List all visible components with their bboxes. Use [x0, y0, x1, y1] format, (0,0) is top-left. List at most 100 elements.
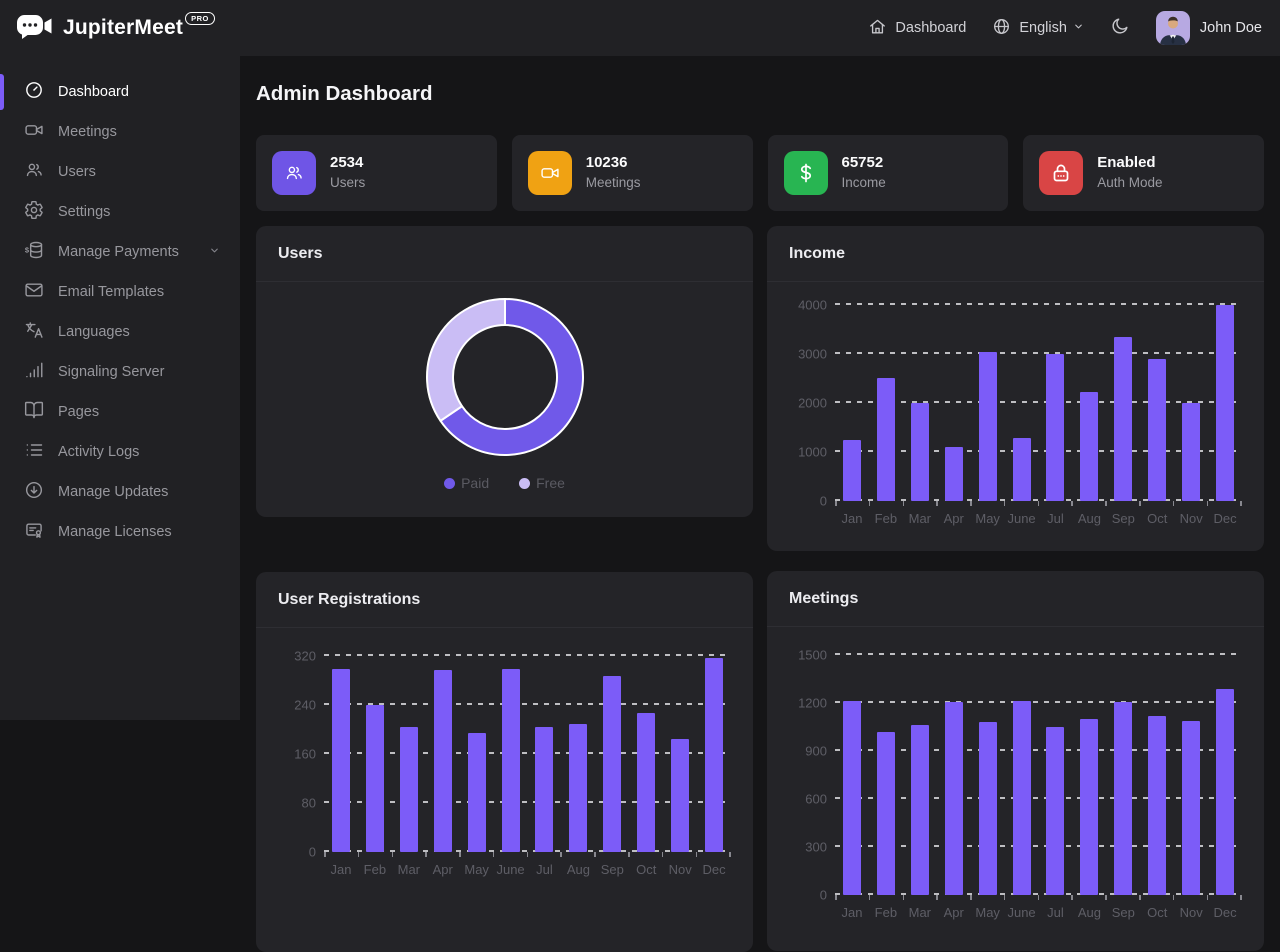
users-icon [24, 160, 44, 184]
brand-logo[interactable]: JupiterMeet PRO [0, 12, 240, 45]
legend-item-free[interactable]: Free [519, 475, 565, 491]
sidebar-item-label: Dashboard [58, 84, 129, 100]
x-axis-label: Nov [1179, 511, 1203, 526]
x-axis-label: Jan [841, 905, 863, 920]
x-axis-label: Oct [1147, 905, 1168, 920]
sidebar-item-activity-logs[interactable]: Activity Logs [0, 432, 240, 472]
legend-item-paid[interactable]: Paid [444, 475, 489, 491]
legend-label: Free [536, 475, 565, 491]
bar-may [467, 732, 486, 852]
gridline [835, 449, 1242, 452]
bar-feb [876, 731, 895, 895]
x-axis-label: Jan [841, 511, 863, 526]
card-title: User Registrations [278, 590, 421, 608]
sidebar-item-label: Activity Logs [58, 444, 140, 460]
x-axis-label: Oct [1147, 511, 1168, 526]
card-title: Users [278, 244, 323, 262]
gridline [835, 499, 1242, 501]
nav-dashboard[interactable]: Dashboard [868, 17, 966, 40]
x-axis-label: Jan [330, 862, 352, 877]
stat-label: Income [841, 174, 886, 190]
x-axis-label: Aug [1077, 905, 1101, 920]
active-indicator [0, 74, 4, 110]
sidebar-item-manage-licenses[interactable]: Manage Licenses [0, 512, 240, 552]
sidebar-item-languages[interactable]: Languages [0, 312, 240, 352]
sidebar-item-settings[interactable]: Settings [0, 192, 240, 232]
user-menu[interactable]: John Doe [1155, 11, 1262, 45]
user-registrations-chart-card: User Registrations 0 80 160 240 320 Jan Feb Mar… [256, 572, 753, 952]
bar-oct [1148, 715, 1167, 895]
legend-dot [519, 477, 531, 489]
bar-mar [910, 725, 929, 895]
bar-jan [842, 701, 861, 895]
x-axis-label: Aug [566, 862, 590, 877]
gridline [835, 302, 1242, 305]
bar-sep [1114, 337, 1133, 501]
payments-icon: $ [24, 240, 44, 264]
gridline [835, 701, 1242, 703]
bar-jul [535, 726, 554, 852]
users-donut-chart [420, 292, 590, 467]
sidebar-item-manage-updates[interactable]: Manage Updates [0, 472, 240, 512]
stat-label: Meetings [585, 174, 641, 190]
x-axis-label: Sep [1111, 511, 1135, 526]
sidebar-item-users[interactable]: Users [0, 152, 240, 192]
main-content: Admin Dashboard 2534 Users 10236 Meetings 65… [240, 56, 1280, 952]
bar-oct [1148, 359, 1167, 501]
y-axis-label: 3000 [798, 346, 827, 362]
x-axis-label: Apr [943, 511, 964, 526]
x-axis-label: Feb [363, 862, 387, 877]
x-axis-label: June [1007, 511, 1036, 526]
x-axis-label: Jul [536, 862, 553, 877]
sidebar-item-manage-payments[interactable]: $ Manage Payments [0, 232, 240, 272]
y-axis-label: 1000 [798, 444, 827, 460]
bar-jan [842, 440, 861, 501]
income-bar-chart: 0 1000 2000 3000 4000 Jan Feb Mar Apr May June Jul A… [767, 285, 1264, 526]
sidebar-item-pages[interactable]: Pages [0, 392, 240, 432]
sidebar-item-email-templates[interactable]: Email Templates [0, 272, 240, 312]
x-axis-label: Sep [600, 862, 624, 877]
sidebar-item-label: Manage Payments [58, 244, 179, 260]
sidebar-item-signaling-server[interactable]: Signaling Server [0, 352, 240, 392]
bar-dec [705, 658, 724, 852]
language-selector[interactable]: English [992, 17, 1084, 40]
x-axis-label: June [1007, 905, 1036, 920]
dark-mode-toggle[interactable] [1110, 16, 1130, 41]
stat-card-users: 2534 Users [256, 135, 497, 211]
y-axis-label: 1500 [798, 647, 827, 663]
stat-value: 65752 [841, 154, 884, 172]
language-label: English [1019, 20, 1067, 36]
x-axis-label: Dec [702, 862, 726, 877]
x-axis-label: Mar [397, 862, 420, 877]
bar-sep [1114, 702, 1133, 895]
gridline [835, 400, 1242, 403]
x-axis-label: Sep [1111, 905, 1135, 920]
x-axis-label: Apr [432, 862, 453, 877]
x-axis-label: Feb [874, 905, 898, 920]
card-title: Income [789, 244, 846, 262]
video-icon [527, 151, 572, 195]
sidebar-item-label: Users [58, 164, 96, 180]
y-axis-label: 1200 [798, 695, 827, 711]
bar-feb [876, 378, 895, 501]
chevron-down-icon [1073, 20, 1084, 36]
bar-may [978, 722, 997, 895]
gridline [324, 654, 731, 657]
bar-june [1012, 701, 1031, 895]
bar-jan [331, 668, 350, 852]
x-axis-ticks [835, 501, 1242, 507]
bar-nov [1182, 720, 1201, 895]
x-axis-label: Nov [1179, 905, 1203, 920]
meetings-chart-card: Meetings 0 300 600 900 1200 1500 Jan Feb Mar Apr M… [767, 571, 1264, 951]
bar-aug [569, 723, 588, 852]
bar-jul [1046, 727, 1065, 895]
bar-may [978, 352, 997, 501]
bar-apr [433, 669, 452, 852]
stat-card-meetings: 10236 Meetings [511, 135, 753, 211]
y-axis-label: 900 [805, 743, 827, 759]
y-axis-label: 4000 [798, 297, 827, 313]
sidebar-item-dashboard[interactable]: Dashboard [0, 72, 240, 112]
x-axis-label: May [975, 905, 1000, 920]
sidebar-item-meetings[interactable]: Meetings [0, 112, 240, 152]
sidebar-item-label: Manage Licenses [58, 524, 172, 540]
